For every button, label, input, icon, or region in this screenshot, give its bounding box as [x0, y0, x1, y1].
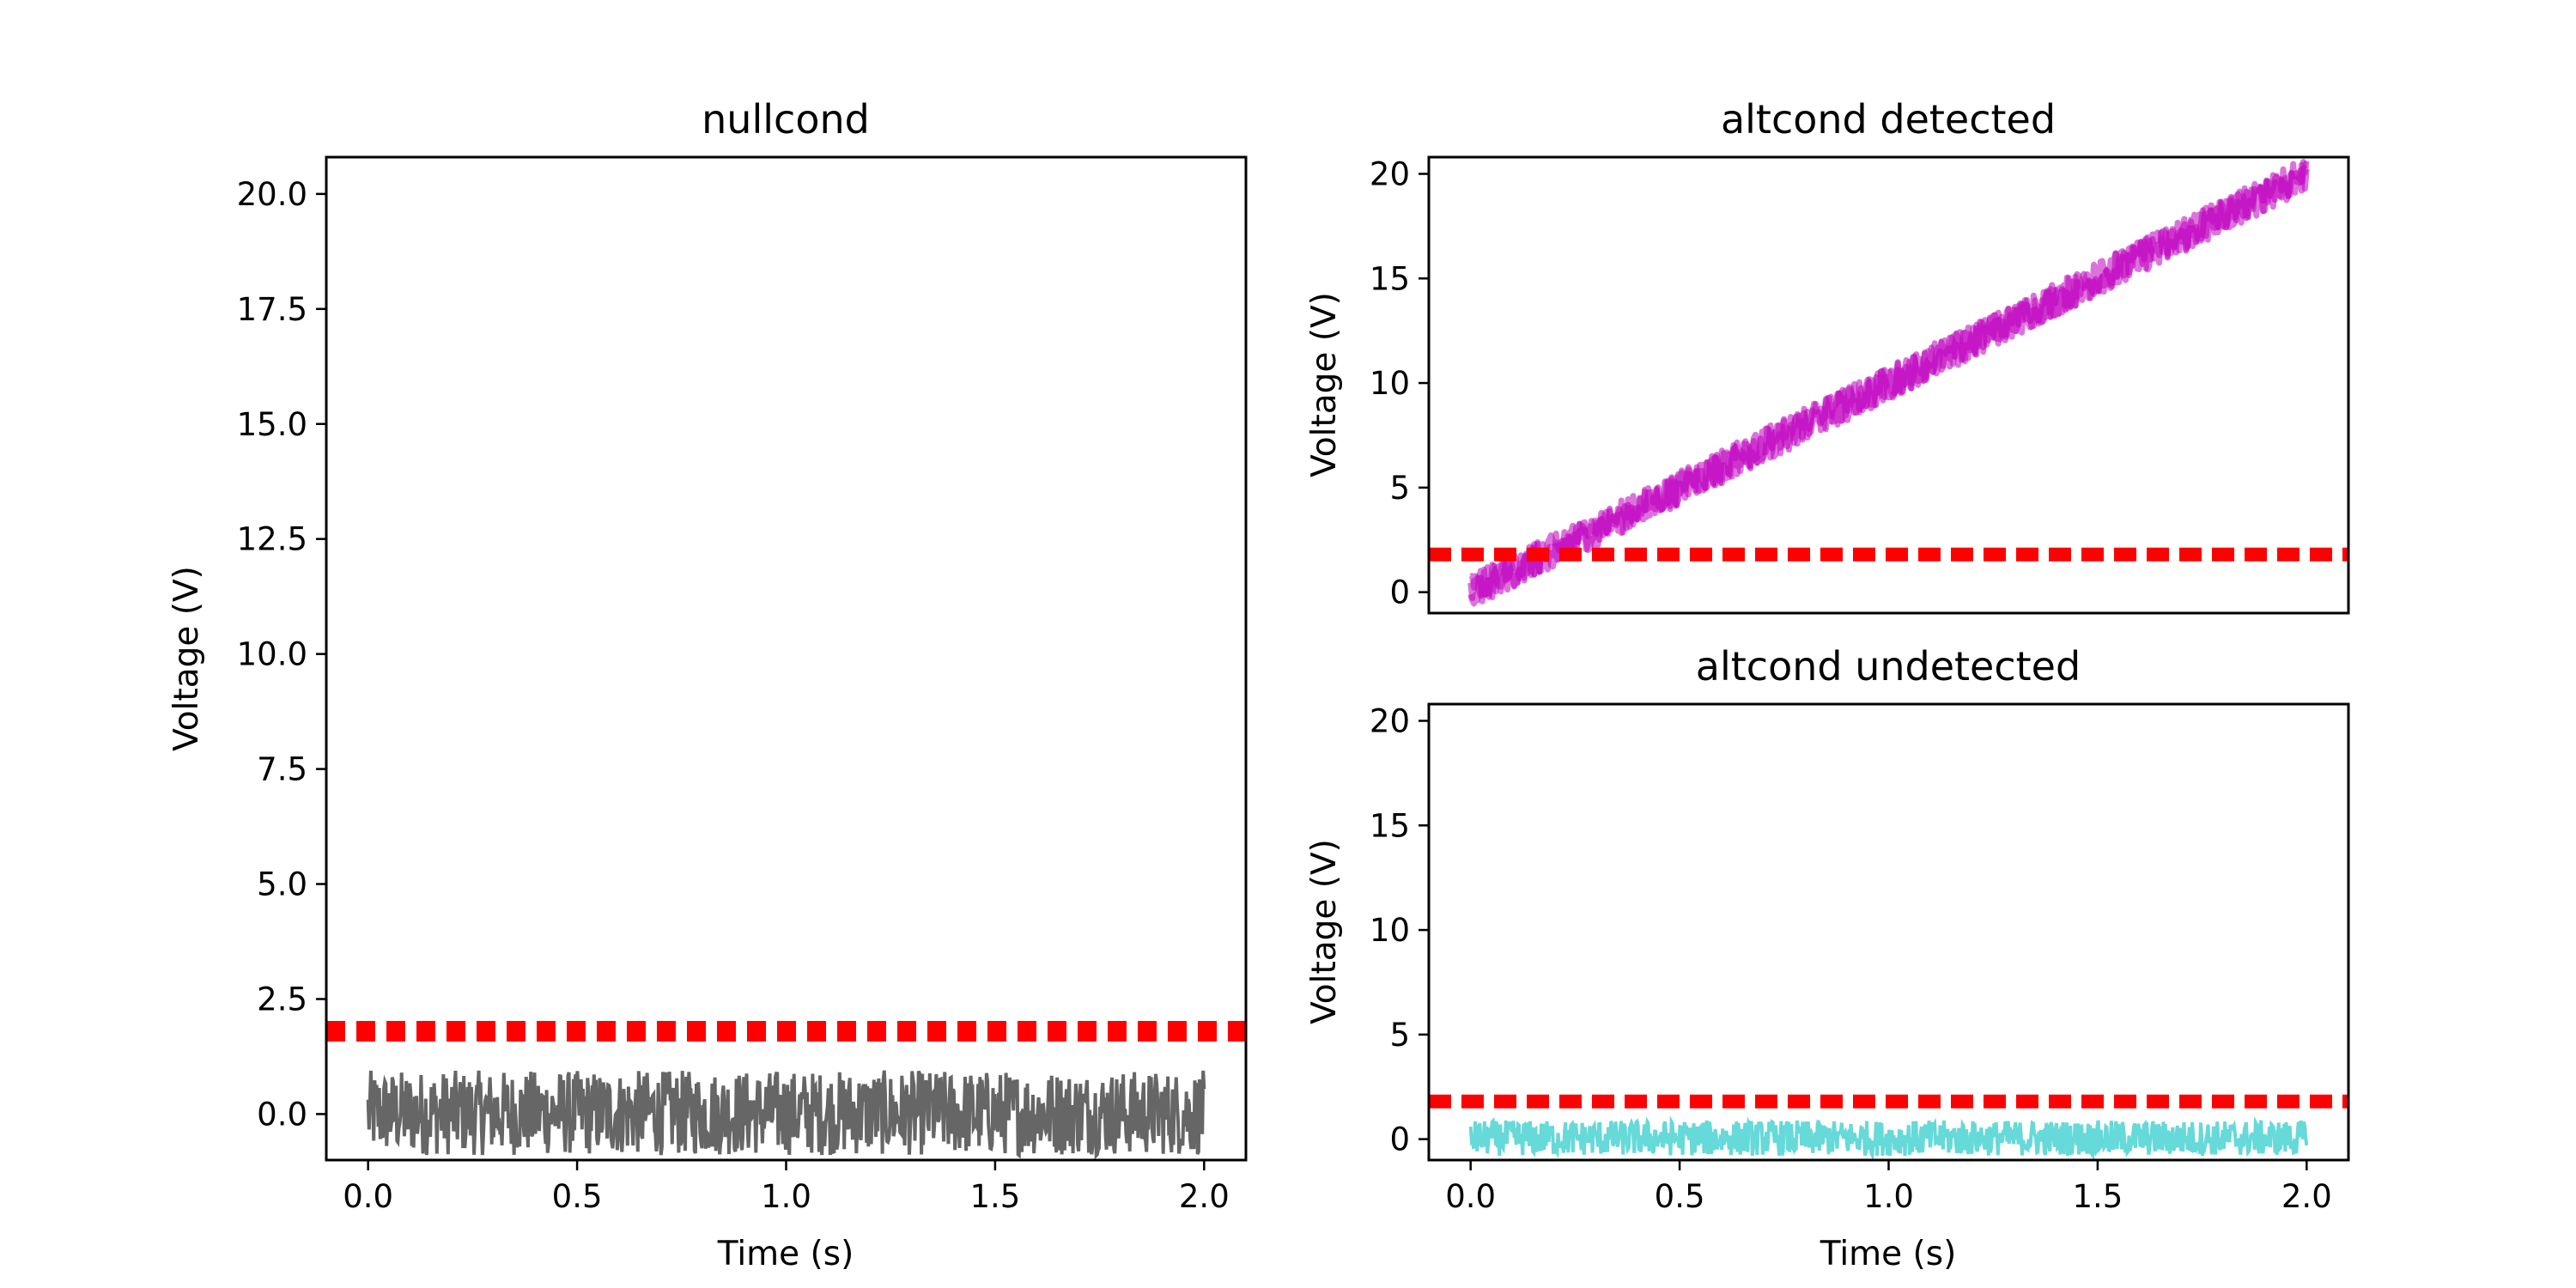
- series-line-noise: [366, 1070, 1206, 1160]
- x-tick-label: 1.0: [1863, 1178, 1914, 1215]
- x-tick-label: 1.5: [969, 1178, 1020, 1215]
- y-tick-label: 2.5: [257, 981, 307, 1018]
- panel-title-altcond-undetected: altcond undetected: [1696, 643, 2081, 690]
- y-tick-label: 10.0: [237, 636, 307, 673]
- y-tick-label: 10: [1370, 365, 1410, 402]
- series-line-ramp: [1467, 161, 2310, 607]
- panel-altcond-detected-series: [1429, 159, 2348, 607]
- y-tick-label: 7.5: [257, 751, 307, 788]
- x-tick-label: 0.0: [1445, 1178, 1496, 1215]
- x-tick-label: 0.5: [1655, 1178, 1705, 1215]
- x-tick-label: 1.0: [761, 1178, 811, 1215]
- panel-title-altcond-detected: altcond detected: [1721, 96, 2056, 143]
- series-line-noise: [1468, 1115, 2309, 1162]
- y-tick-label: 20: [1370, 702, 1410, 739]
- panel-altcond-undetected-ylabel: Voltage (V): [1305, 839, 1344, 1024]
- y-tick-label: 0.0: [257, 1096, 307, 1133]
- panel-altcond-detected-ticks: 0 5 10 15 20: [1370, 155, 1429, 611]
- x-tick-label: 2.0: [1179, 1178, 1230, 1215]
- y-tick-label: 17.5: [237, 291, 307, 328]
- y-tick-label: 5: [1389, 1017, 1410, 1054]
- panel-altcond-detected-ylabel: Voltage (V): [1305, 292, 1344, 477]
- x-tick-label: 0.0: [343, 1178, 393, 1215]
- panel-nullcond-ticks: 0.0 0.5 1.0 1.5 2.0 0.0 2.5 5.0 7.5 10.0 12.5 15.0 1…: [237, 176, 1230, 1215]
- panel-altcond-detected: altcond detected 0 5 10 15 20 Voltage (V): [1305, 96, 2350, 615]
- y-tick-label: 15.0: [237, 406, 307, 443]
- y-tick-label: 0: [1389, 1121, 1410, 1158]
- panel-nullcond-ylabel: Voltage (V): [167, 566, 206, 751]
- y-tick-label: 15: [1370, 807, 1410, 844]
- panel-nullcond-xlabel: Time (s): [717, 1235, 854, 1273]
- panel-altcond-undetected-ticks: 0.0 0.5 1.0 1.5 2.0 0 5 10 15 20: [1370, 702, 2332, 1215]
- y-tick-label: 5.0: [257, 866, 307, 903]
- x-tick-label: 2.0: [2281, 1178, 2332, 1215]
- panel-nullcond: nullcond 0.0 0.5 1.0 1.5 2.0 0.0 2.5 5.0 7.5 10.0…: [167, 96, 1248, 1273]
- panel-altcond-undetected-frame: [1427, 702, 2350, 1162]
- y-tick-label: 20.0: [237, 176, 307, 213]
- panel-altcond-undetected-xlabel: Time (s): [1820, 1235, 1957, 1273]
- y-tick-label: 12.5: [237, 521, 307, 558]
- y-tick-label: 5: [1389, 470, 1410, 507]
- x-tick-label: 0.5: [552, 1178, 603, 1215]
- panel-nullcond-series: [326, 1020, 1246, 1160]
- x-tick-label: 1.5: [2072, 1178, 2123, 1215]
- y-tick-label: 15: [1370, 260, 1410, 297]
- panel-nullcond-frame: [325, 155, 1248, 1162]
- y-tick-label: 0: [1389, 574, 1410, 611]
- panel-altcond-detected-frame: [1427, 155, 2350, 615]
- y-tick-label: 20: [1370, 155, 1410, 192]
- panel-altcond-undetected-series: [1429, 1094, 2348, 1162]
- panel-title-nullcond: nullcond: [702, 96, 870, 143]
- panel-altcond-undetected: altcond undetected 0.0 0.5 1.0 1.5 2.0 0 5 10 15…: [1305, 643, 2350, 1273]
- y-tick-label: 10: [1370, 912, 1410, 949]
